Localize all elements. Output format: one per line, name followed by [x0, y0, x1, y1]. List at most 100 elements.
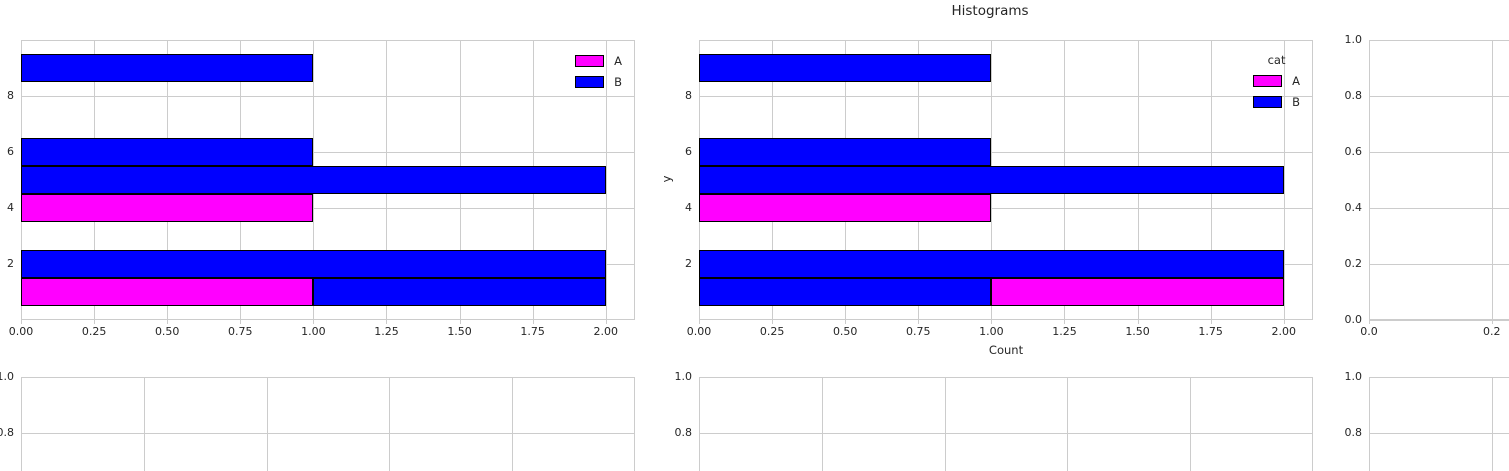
x-tick-label: 2.00	[593, 325, 619, 338]
y-gridline	[1369, 433, 1509, 434]
x-tick-label: 0.00	[8, 325, 34, 338]
x-gridline	[1491, 40, 1493, 320]
x-tick-mark	[532, 320, 534, 324]
y-tick-label: 0.8	[1344, 426, 1363, 439]
subplot-empty-top-right: 0.0 0.2 0.0 0.2 0.4 0.6 0.8 1.0	[1345, 33, 1509, 338]
x-tick-label: 1.50	[447, 325, 472, 338]
x-tick-mark	[21, 320, 22, 324]
histogram-bar-segment	[699, 278, 992, 306]
x-gridline	[512, 377, 514, 471]
y-tick-label: 4	[685, 201, 692, 214]
y-tick-label: 2	[7, 257, 14, 270]
y-tick-label: 0.0	[1344, 313, 1363, 326]
x-tick-mark	[240, 320, 242, 324]
y-gridline	[699, 152, 1313, 153]
y-axis-label: y	[659, 175, 674, 183]
legend-label: B	[614, 74, 622, 89]
x-tick-mark	[386, 320, 388, 324]
x-tick-label: 1.00	[301, 325, 326, 338]
legend-swatch	[575, 54, 605, 67]
figure-title: Histograms	[951, 3, 1029, 19]
y-tick-label: 0.6	[1344, 145, 1363, 158]
x-tick-mark	[167, 320, 169, 324]
legend: cat A B	[1253, 50, 1300, 112]
x-tick-mark	[1137, 320, 1139, 324]
histogram-bar-segment	[313, 278, 606, 306]
histogram-bar-segment	[699, 250, 1284, 278]
x-gridline	[821, 377, 823, 471]
x-tick-mark	[605, 320, 607, 324]
x-tick-mark	[845, 320, 847, 324]
histogram-bar-segment	[21, 138, 314, 166]
histogram-bar-segment	[21, 278, 314, 306]
x-tick-mark	[313, 320, 315, 324]
y-tick-label: 6	[685, 145, 692, 158]
x-tick-label: 1.00	[979, 325, 1004, 338]
legend-entry: B	[1253, 91, 1300, 112]
y-gridline	[21, 433, 635, 434]
y-gridline	[1369, 208, 1509, 209]
x-tick-label: 1.75	[520, 325, 545, 338]
histogram-bar-segment	[699, 138, 992, 166]
y-tick-label: 0.8	[0, 426, 14, 439]
y-tick-label: 0.2	[1344, 257, 1363, 270]
x-gridline	[143, 377, 145, 471]
y-tick-label: 8	[7, 89, 14, 102]
histogram-bar-segment	[21, 54, 314, 82]
legend-swatch	[1253, 74, 1283, 87]
x-tick-mark	[1491, 320, 1493, 324]
x-tick-label: 0.75	[228, 325, 253, 338]
y-tick-label: 2	[685, 257, 692, 270]
x-gridline	[1067, 377, 1069, 471]
y-gridline	[1369, 320, 1509, 321]
x-tick-label: 1.75	[1198, 325, 1223, 338]
y-gridline	[699, 433, 1313, 434]
x-tick-mark	[918, 320, 920, 324]
x-axis-label: Count	[988, 343, 1024, 357]
subplot-empty-bottom-middle: 1.0 0.8	[675, 370, 1313, 471]
histogram-bar-segment	[21, 250, 606, 278]
x-tick-label: 1.25	[374, 325, 399, 338]
x-tick-label: 1.50	[1125, 325, 1150, 338]
y-gridline	[21, 152, 635, 153]
legend-label: A	[614, 53, 622, 68]
x-tick-label: 0.50	[832, 325, 858, 338]
y-gridline	[21, 208, 635, 209]
y-gridline	[1369, 264, 1509, 265]
plot-border	[1369, 40, 1509, 320]
x-tick-label: 0.2	[1483, 325, 1501, 338]
x-gridline	[1491, 377, 1493, 471]
legend-title: cat	[1267, 53, 1286, 67]
plot-border	[699, 377, 1313, 471]
y-tick-label: 6	[7, 145, 14, 158]
x-gridline	[1283, 40, 1285, 320]
legend-swatch	[1253, 95, 1283, 108]
x-tick-label: 2.00	[1271, 325, 1297, 338]
y-tick-label: 4	[7, 201, 14, 214]
histogram-bar-segment	[699, 194, 992, 222]
x-tick-label: 0.75	[906, 325, 931, 338]
legend-label: A	[1292, 73, 1300, 88]
y-gridline	[1369, 96, 1509, 97]
y-tick-label: 1.0	[1344, 33, 1363, 46]
x-tick-mark	[1064, 320, 1066, 324]
y-tick-label: 8	[685, 89, 692, 102]
legend-label: B	[1292, 94, 1300, 109]
y-tick-label: 1.0	[674, 370, 693, 383]
y-tick-label: 1.0	[1344, 370, 1363, 383]
histogram-bar-segment	[991, 278, 1284, 306]
legend-entry: A	[1253, 70, 1300, 91]
x-tick-label: 0.0	[1360, 325, 1378, 338]
histogram-bar-segment	[21, 194, 314, 222]
y-tick-label: 1.0	[0, 370, 14, 383]
subplot-histogram-plain: 0.00 0.25 0.50 0.75 1.00 1.25 1.50 1.75 2.00 2 4 6 8…	[7, 40, 635, 338]
x-tick-mark	[1283, 320, 1285, 324]
plot-border	[21, 377, 635, 471]
x-gridline	[1190, 377, 1192, 471]
x-tick-label: 1.25	[1052, 325, 1077, 338]
histogram-bar-segment	[699, 166, 1284, 194]
subplot-empty-bottom-right: 1.0 0.8	[1345, 370, 1509, 471]
legend-swatch	[575, 75, 605, 88]
